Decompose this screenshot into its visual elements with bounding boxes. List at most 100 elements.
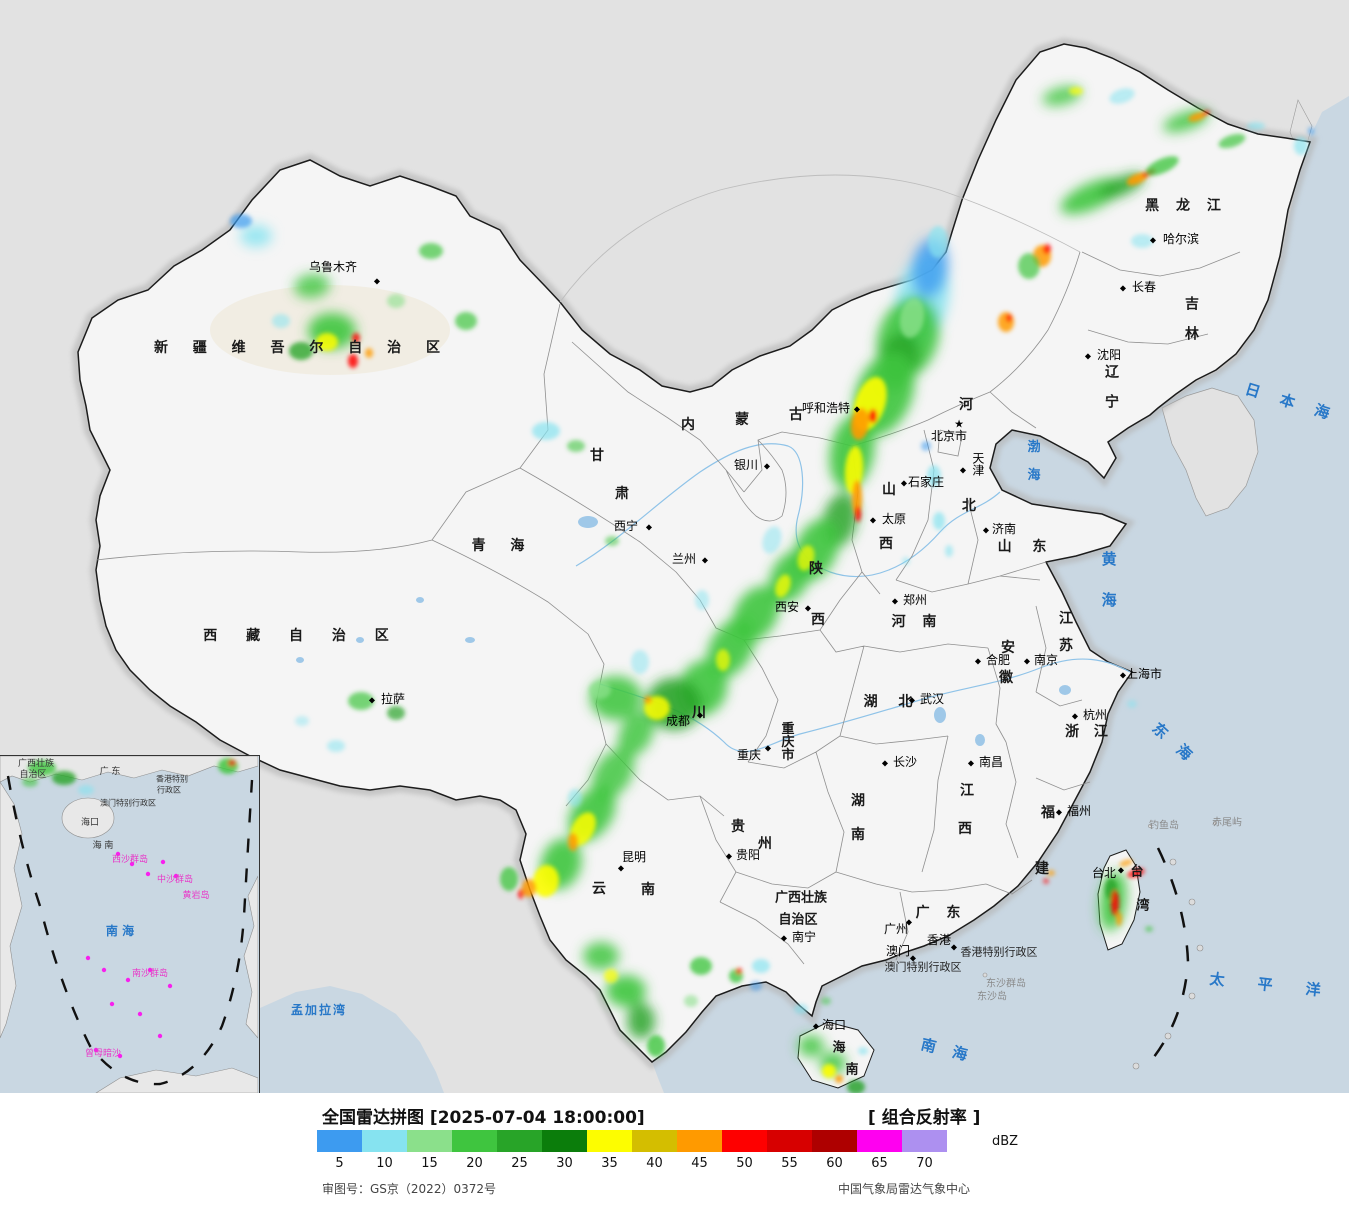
radar-echo: [348, 692, 374, 710]
radar-echo: [532, 422, 560, 440]
radar-echo: [605, 536, 619, 546]
radar-echo: [532, 865, 560, 897]
legend-color-25: [497, 1130, 542, 1152]
legend-color-40: [632, 1130, 677, 1152]
radar-echo: [847, 1080, 865, 1093]
reef-mark: [147, 967, 153, 973]
legend-value: 20: [466, 1156, 483, 1171]
inset-reef-marks: [85, 851, 179, 1059]
radar-echo: [568, 833, 578, 851]
south-china-sea-inset: [0, 755, 260, 1094]
legend-color-70: [902, 1130, 947, 1152]
legend-value: 65: [871, 1156, 888, 1171]
radar-echo: [736, 968, 742, 974]
inset-hainan: [61, 797, 115, 839]
radar-echo: [1294, 137, 1308, 155]
radar-echo: [1043, 244, 1051, 254]
radar-echo: [289, 342, 313, 360]
radar-echo: [1018, 253, 1040, 279]
radar-echo: [695, 590, 709, 610]
radar-echo: [631, 650, 649, 674]
radar-echo: [627, 1003, 655, 1039]
legend-value: 50: [736, 1156, 753, 1171]
mongolia-border: [559, 174, 1081, 303]
reef-mark: [145, 871, 151, 877]
radar-echo: [617, 711, 655, 757]
radar-echo: [230, 214, 252, 228]
legend-value: 15: [421, 1156, 438, 1171]
radar-echo-layer-core: [230, 87, 1314, 1093]
radar-echo: [583, 942, 619, 970]
radar-echo: [1202, 110, 1210, 116]
legend-value: 60: [826, 1156, 843, 1171]
approval-number: 审图号：GS京（2022）0372号: [322, 1182, 496, 1196]
legend-value: 55: [781, 1156, 798, 1171]
radar-echo: [272, 314, 290, 328]
inset-vietnam-coast: [0, 781, 23, 1039]
radar-echo: [850, 408, 870, 440]
legend-color-60: [812, 1130, 857, 1152]
radar-echo: [998, 312, 1014, 332]
reef-mark: [85, 955, 91, 961]
radar-echo: [835, 1075, 843, 1083]
radar-echo: [928, 226, 948, 258]
legend-color-35: [587, 1130, 632, 1152]
radar-echo: [750, 981, 762, 991]
radar-echo: [1109, 88, 1135, 104]
radar-echo: [921, 441, 931, 451]
radar-echo: [1247, 122, 1265, 130]
legend-value: 45: [691, 1156, 708, 1171]
legend-value: 10: [376, 1156, 393, 1171]
radar-echo: [927, 465, 941, 487]
reef-mark: [167, 983, 173, 989]
radar-echo: [902, 557, 910, 565]
inset-sea: [0, 756, 258, 1093]
radar-echo: [387, 294, 405, 308]
radar-echo: [1116, 912, 1122, 926]
reef-mark: [137, 1011, 143, 1017]
radar-echo: [798, 1035, 824, 1057]
radar-echo: [1127, 868, 1145, 878]
unit-label: dBZ: [992, 1134, 1019, 1149]
radar-echo: [1145, 926, 1153, 932]
reef-mark: [173, 873, 179, 879]
radar-echo: [647, 1035, 665, 1057]
radar-echo: [365, 348, 373, 358]
source-label: 中国气象局雷达气象中心: [838, 1182, 971, 1196]
map-area: 新 疆 维 吾 尔 自 治 区西 藏 自 治 区青 海甘肃内蒙古黑 龙 江吉 林…: [0, 0, 1349, 1094]
radar-echo: [78, 785, 94, 795]
radar-echo: [858, 1047, 868, 1055]
radar-echo: [1126, 172, 1148, 186]
radar-echo: [240, 225, 272, 247]
inset-nine-dash-line: [6, 775, 254, 1086]
reef-mark: [115, 851, 121, 857]
radar-echo: [348, 354, 358, 368]
radar-echo: [684, 995, 698, 1007]
reef-mark: [109, 1001, 115, 1007]
boundary-dashes: [1149, 847, 1190, 1063]
radar-echo: [821, 997, 831, 1005]
radar-echo: [822, 1064, 836, 1078]
radar-echo: [604, 969, 618, 983]
radar-echo: [52, 771, 76, 785]
radar-echo: [1308, 127, 1314, 135]
radar-echo: [690, 957, 712, 975]
radar-echo: [1069, 87, 1083, 95]
radar-echo: [752, 959, 770, 973]
radar-echo: [797, 545, 815, 571]
radar-echo: [855, 506, 861, 522]
reef-mark: [160, 859, 166, 865]
radar-echo: [591, 748, 635, 800]
radar-echo: [294, 273, 330, 299]
radar-echo: [899, 298, 925, 338]
legend-value: 70: [916, 1156, 933, 1171]
radar-echo: [1111, 890, 1119, 916]
reef-mark: [117, 1053, 123, 1059]
radar-echo: [1119, 859, 1133, 867]
korea-peninsula: [1161, 387, 1259, 517]
radar-echo: [933, 512, 945, 530]
radar-echo: [1145, 156, 1179, 176]
inset-radar-echoes: [22, 758, 238, 795]
radar-echo: [522, 879, 536, 897]
radar-echo: [945, 545, 953, 557]
